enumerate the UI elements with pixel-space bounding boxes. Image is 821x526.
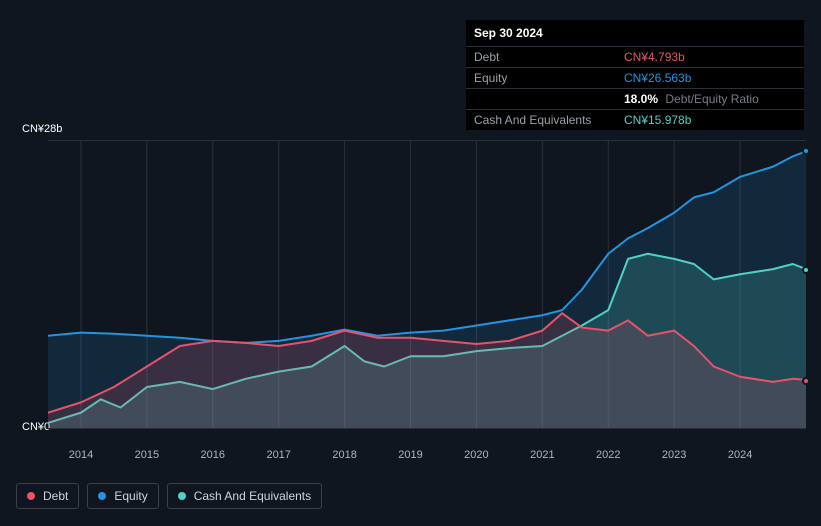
legend-label-equity: Equity [114,489,147,503]
tooltip-value-debt: CN¥4.793b [624,50,685,64]
tooltip-label-ratio [474,92,624,106]
y-axis-label-min: CN¥0 [22,421,50,433]
tooltip-label-equity: Equity [474,71,624,85]
chart-svg [48,141,806,428]
y-axis-label-max: CN¥28b [22,123,62,135]
tooltip-ratio-value: 18.0% Debt/Equity Ratio [624,92,759,106]
x-axis: 2014 2015 2016 2017 2018 2019 2020 2021 2022 2023… [48,449,806,465]
legend-dot-debt [27,492,35,500]
x-axis-tick: 2020 [464,449,488,461]
tooltip-row-equity: Equity CN¥26.563b [466,67,804,88]
x-axis-tick: 2021 [530,449,554,461]
x-axis-tick: 2014 [69,449,93,461]
legend-item-cash[interactable]: Cash And Equivalents [167,483,322,509]
legend-dot-cash [178,492,186,500]
series-end-marker [802,266,810,274]
chart-area: CN¥28b CN¥0 [16,125,806,445]
chart-plot[interactable] [48,140,806,429]
tooltip-value-cash: CN¥15.978b [624,113,691,127]
tooltip-ratio-pct: 18.0% [624,92,658,106]
x-axis-tick: 2018 [332,449,356,461]
tooltip-value-equity: CN¥26.563b [624,71,691,85]
legend-dot-equity [98,492,106,500]
tooltip-box: Sep 30 2024 Debt CN¥4.793b Equity CN¥26.… [466,20,804,130]
tooltip-row-debt: Debt CN¥4.793b [466,46,804,67]
tooltip-row-cash: Cash And Equivalents CN¥15.978b [466,109,804,130]
x-axis-tick: 2017 [266,449,290,461]
tooltip-label-cash: Cash And Equivalents [474,113,624,127]
legend-label-debt: Debt [43,489,68,503]
tooltip-ratio-label: Debt/Equity Ratio [665,92,758,106]
tooltip-label-debt: Debt [474,50,624,64]
legend-item-equity[interactable]: Equity [87,483,158,509]
x-axis-tick: 2024 [728,449,752,461]
series-end-marker [802,377,810,385]
series-end-marker [802,147,810,155]
x-axis-tick: 2016 [201,449,225,461]
tooltip-date: Sep 30 2024 [466,20,804,46]
x-axis-tick: 2022 [596,449,620,461]
x-axis-tick: 2023 [662,449,686,461]
legend-item-debt[interactable]: Debt [16,483,79,509]
x-axis-tick: 2015 [135,449,159,461]
legend: Debt Equity Cash And Equivalents [16,483,322,509]
x-axis-tick: 2019 [398,449,422,461]
legend-label-cash: Cash And Equivalents [194,489,311,503]
tooltip-row-ratio: 18.0% Debt/Equity Ratio [466,88,804,109]
